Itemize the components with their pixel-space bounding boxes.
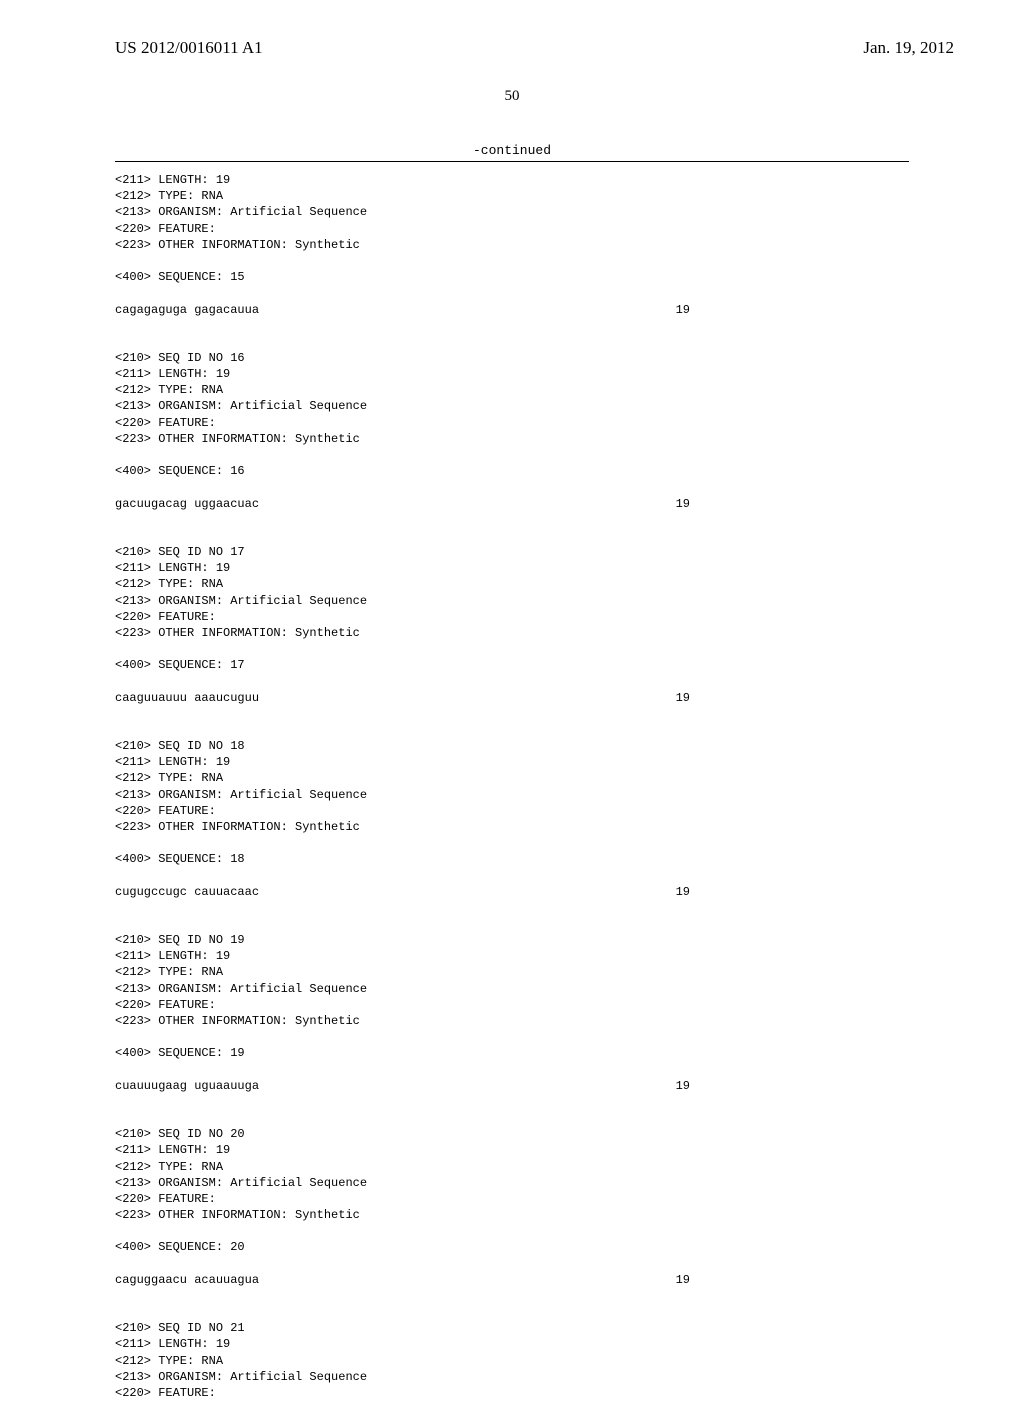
sequence-block: <210> SEQ ID NO 20<211> LENGTH: 19<212> … — [115, 1126, 909, 1304]
meta-line: <211> LENGTH: 19 — [115, 366, 909, 382]
sequence-block: <210> SEQ ID NO 21<211> LENGTH: 19<212> … — [115, 1320, 909, 1401]
sequence-text: caguggaacu acauuagua — [115, 1272, 259, 1288]
meta-line: <212> TYPE: RNA — [115, 964, 909, 980]
meta-line: <223> OTHER INFORMATION: Synthetic — [115, 1207, 909, 1223]
meta-line: <213> ORGANISM: Artificial Sequence — [115, 787, 909, 803]
meta-line: <220> FEATURE: — [115, 1385, 909, 1401]
page-number: 50 — [0, 88, 1024, 105]
meta-line: <212> TYPE: RNA — [115, 770, 909, 786]
sequence-header: <400> SEQUENCE: 20 — [115, 1239, 909, 1255]
meta-line: <212> TYPE: RNA — [115, 576, 909, 592]
sequence-text: cuauuugaag uguaauuga — [115, 1078, 259, 1094]
meta-line: <213> ORGANISM: Artificial Sequence — [115, 204, 909, 220]
sequence-text: cagagaguga gagacauua — [115, 302, 259, 318]
meta-line: <212> TYPE: RNA — [115, 1353, 909, 1369]
sequence-text: gacuugacag uggaacuac — [115, 496, 259, 512]
meta-line: <211> LENGTH: 19 — [115, 560, 909, 576]
meta-line: <210> SEQ ID NO 21 — [115, 1320, 909, 1336]
sequence-header: <400> SEQUENCE: 17 — [115, 657, 909, 673]
meta-line: <210> SEQ ID NO 20 — [115, 1126, 909, 1142]
meta-line: <220> FEATURE: — [115, 415, 909, 431]
continued-label: -continued — [0, 143, 1024, 158]
meta-line: <211> LENGTH: 19 — [115, 172, 909, 188]
meta-line: <223> OTHER INFORMATION: Synthetic — [115, 625, 909, 641]
meta-line: <210> SEQ ID NO 19 — [115, 932, 909, 948]
meta-line: <223> OTHER INFORMATION: Synthetic — [115, 819, 909, 835]
meta-line: <213> ORGANISM: Artificial Sequence — [115, 981, 909, 997]
sequence-length: 19 — [676, 1078, 690, 1094]
sequence-text: caaguuauuu aaaucuguu — [115, 690, 259, 706]
publication-date: Jan. 19, 2012 — [863, 38, 954, 58]
sequence-block: <210> SEQ ID NO 16<211> LENGTH: 19<212> … — [115, 350, 909, 528]
publication-number: US 2012/0016011 A1 — [115, 38, 263, 58]
meta-line: <220> FEATURE: — [115, 221, 909, 237]
meta-line: <213> ORGANISM: Artificial Sequence — [115, 398, 909, 414]
sequence-row: cuauuugaag uguaauuga 19 — [115, 1078, 690, 1094]
sequence-length: 19 — [676, 690, 690, 706]
sequence-row: cugugccugc cauuacaac 19 — [115, 884, 690, 900]
meta-line: <220> FEATURE: — [115, 1191, 909, 1207]
sequence-header: <400> SEQUENCE: 16 — [115, 463, 909, 479]
header: US 2012/0016011 A1 Jan. 19, 2012 — [0, 0, 1024, 58]
sequence-length: 19 — [676, 884, 690, 900]
meta-line: <220> FEATURE: — [115, 997, 909, 1013]
sequence-row: caaguuauuu aaaucuguu 19 — [115, 690, 690, 706]
sequence-block: <210> SEQ ID NO 17<211> LENGTH: 19<212> … — [115, 544, 909, 722]
sequence-length: 19 — [676, 496, 690, 512]
sequence-header: <400> SEQUENCE: 15 — [115, 269, 909, 285]
sequence-header: <400> SEQUENCE: 19 — [115, 1045, 909, 1061]
meta-line: <220> FEATURE: — [115, 609, 909, 625]
meta-line: <213> ORGANISM: Artificial Sequence — [115, 1369, 909, 1385]
sequence-length: 19 — [676, 1272, 690, 1288]
meta-line: <213> ORGANISM: Artificial Sequence — [115, 593, 909, 609]
meta-line: <212> TYPE: RNA — [115, 1159, 909, 1175]
meta-line: <211> LENGTH: 19 — [115, 1336, 909, 1352]
meta-line: <211> LENGTH: 19 — [115, 1142, 909, 1158]
sequence-block: <210> SEQ ID NO 18<211> LENGTH: 19<212> … — [115, 738, 909, 916]
sequence-header: <400> SEQUENCE: 18 — [115, 851, 909, 867]
sequence-row: caguggaacu acauuagua 19 — [115, 1272, 690, 1288]
sequence-text: cugugccugc cauuacaac — [115, 884, 259, 900]
sequence-row: gacuugacag uggaacuac 19 — [115, 496, 690, 512]
meta-line: <210> SEQ ID NO 17 — [115, 544, 909, 560]
meta-line: <212> TYPE: RNA — [115, 188, 909, 204]
sequence-block: <211> LENGTH: 19<212> TYPE: RNA<213> ORG… — [115, 172, 909, 334]
sequence-row: cagagaguga gagacauua 19 — [115, 302, 690, 318]
sequence-length: 19 — [676, 302, 690, 318]
meta-line: <212> TYPE: RNA — [115, 382, 909, 398]
meta-line: <223> OTHER INFORMATION: Synthetic — [115, 237, 909, 253]
meta-line: <223> OTHER INFORMATION: Synthetic — [115, 1013, 909, 1029]
meta-line: <210> SEQ ID NO 16 — [115, 350, 909, 366]
sequence-listing: <211> LENGTH: 19<212> TYPE: RNA<213> ORG… — [0, 162, 1024, 1401]
meta-line: <210> SEQ ID NO 18 — [115, 738, 909, 754]
meta-line: <213> ORGANISM: Artificial Sequence — [115, 1175, 909, 1191]
meta-line: <220> FEATURE: — [115, 803, 909, 819]
meta-line: <223> OTHER INFORMATION: Synthetic — [115, 431, 909, 447]
meta-line: <211> LENGTH: 19 — [115, 948, 909, 964]
sequence-block: <210> SEQ ID NO 19<211> LENGTH: 19<212> … — [115, 932, 909, 1110]
meta-line: <211> LENGTH: 19 — [115, 754, 909, 770]
